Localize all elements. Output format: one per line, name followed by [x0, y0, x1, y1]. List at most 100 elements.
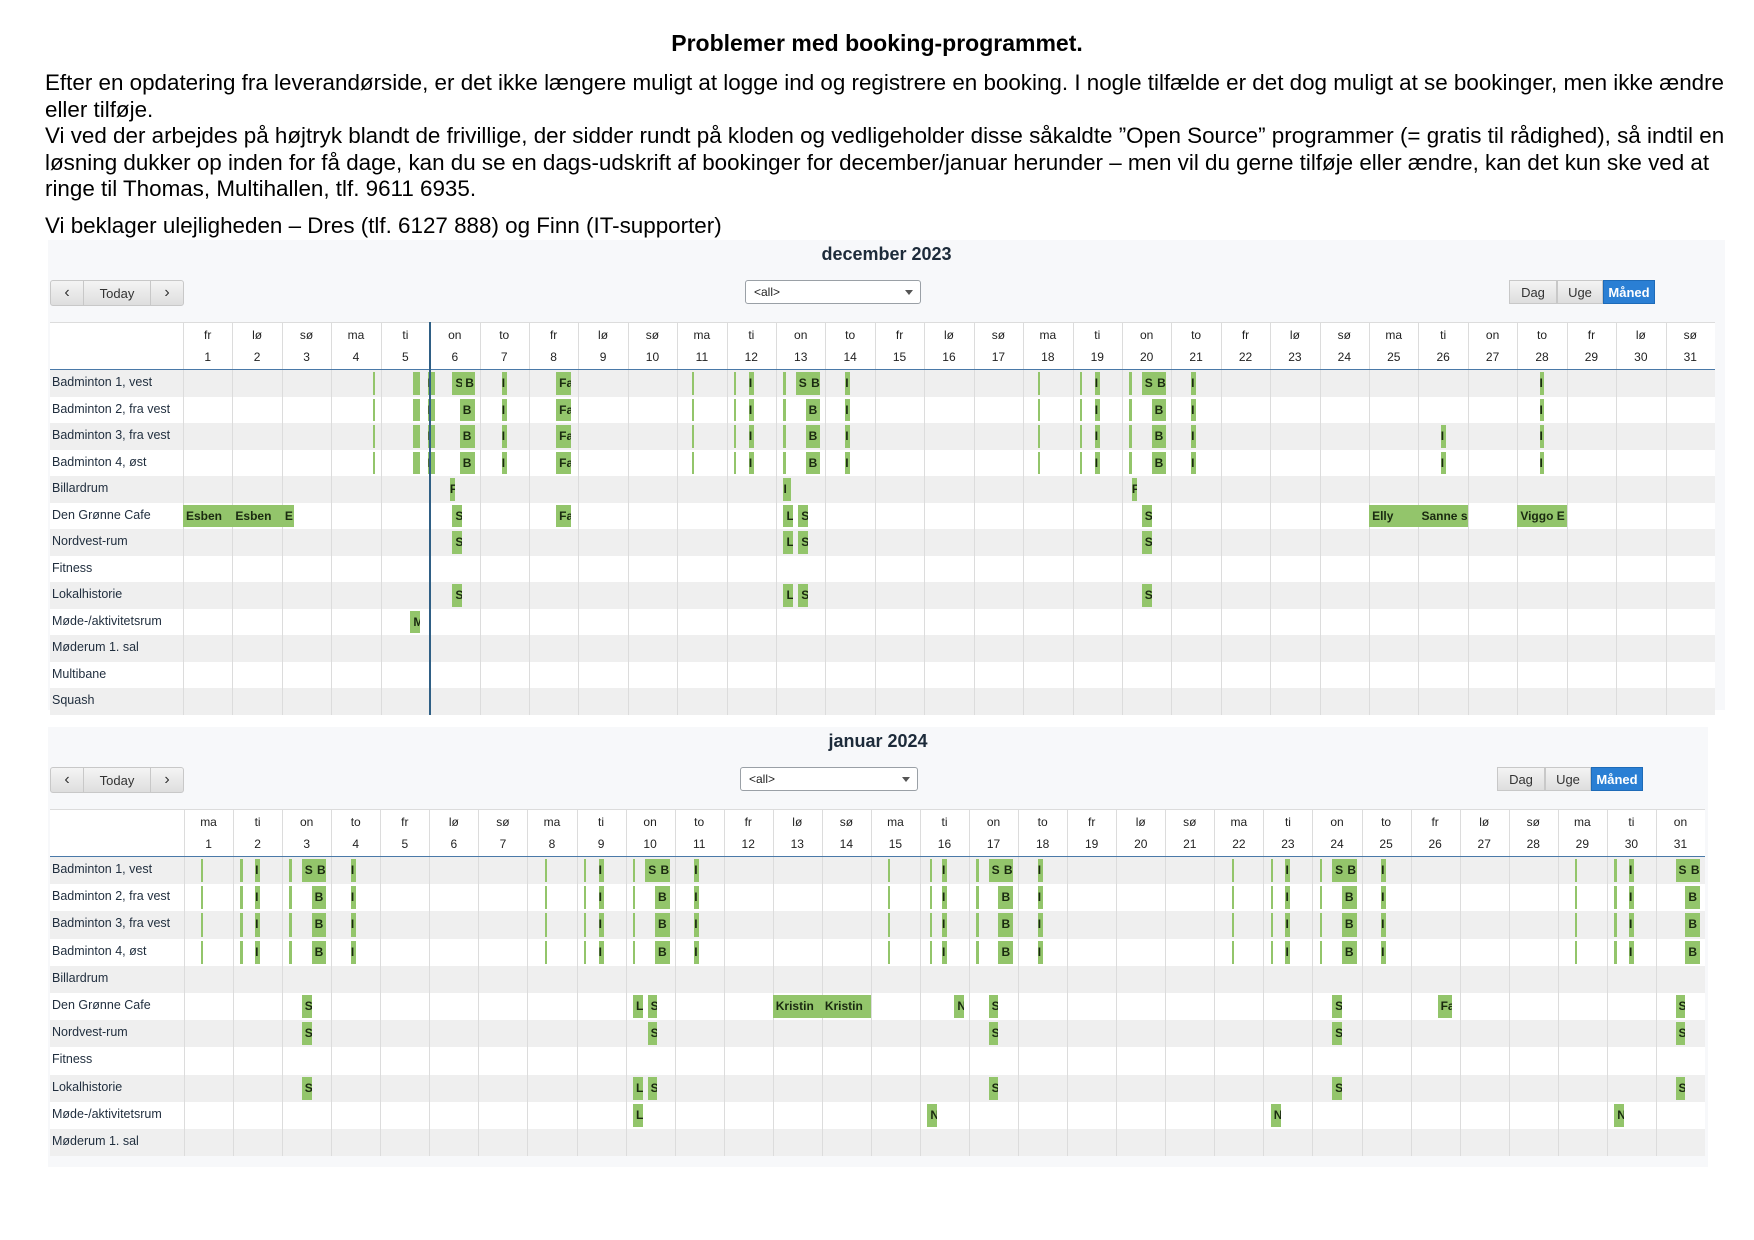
booking-event[interactable]: I — [1628, 886, 1634, 910]
booking-event[interactable]: I — [748, 451, 754, 474]
booking-event[interactable]: B — [1685, 913, 1701, 937]
booking-event[interactable] — [544, 886, 547, 910]
resource-filter-select[interactable]: <all> — [740, 767, 918, 791]
booking-event[interactable] — [412, 451, 421, 474]
booking-event[interactable]: Fa — [556, 504, 571, 527]
booking-event[interactable] — [976, 913, 979, 937]
booking-event[interactable] — [1037, 451, 1040, 474]
booking-event[interactable]: I — [501, 398, 507, 421]
booking-event[interactable]: I — [598, 886, 604, 910]
booking-event[interactable]: Fa — [556, 398, 571, 421]
booking-event[interactable] — [888, 886, 891, 910]
booking-event[interactable] — [1270, 886, 1274, 910]
booking-event[interactable] — [1231, 940, 1234, 964]
booking-event[interactable]: I — [1628, 859, 1634, 883]
booking-event[interactable]: S — [452, 372, 463, 395]
booking-event[interactable]: F — [449, 478, 455, 501]
booking-event[interactable]: S — [798, 531, 809, 554]
booking-event[interactable] — [289, 859, 292, 883]
booking-event[interactable] — [1614, 859, 1617, 883]
booking-event[interactable]: I — [1539, 372, 1545, 395]
booking-event[interactable]: S — [1675, 859, 1688, 883]
booking-event[interactable] — [544, 913, 547, 937]
booking-event[interactable]: N — [954, 995, 965, 1019]
booking-event[interactable]: I — [350, 886, 356, 910]
booking-event[interactable]: B — [1341, 940, 1357, 964]
booking-event[interactable]: I — [694, 913, 700, 937]
booking-event[interactable] — [929, 859, 932, 883]
booking-event[interactable]: I — [1094, 372, 1100, 395]
booking-event[interactable] — [783, 372, 786, 395]
booking-event[interactable]: B — [1341, 886, 1357, 910]
booking-event[interactable]: Fa — [556, 451, 571, 474]
booking-event[interactable]: I — [783, 478, 791, 501]
booking-event[interactable] — [373, 398, 376, 421]
booking-event[interactable] — [240, 886, 243, 910]
booking-event[interactable]: S — [795, 372, 809, 395]
booking-event[interactable]: S — [1141, 531, 1152, 554]
booking-event[interactable] — [976, 859, 979, 883]
booking-event[interactable] — [544, 940, 547, 964]
booking-event[interactable]: I — [942, 859, 947, 883]
booking-event[interactable]: L — [632, 1103, 643, 1127]
booking-event[interactable]: I — [845, 425, 851, 448]
booking-event[interactable]: L — [783, 531, 794, 554]
booking-event[interactable] — [412, 425, 421, 448]
booking-event[interactable]: I — [1037, 913, 1043, 937]
booking-event[interactable] — [583, 913, 587, 937]
booking-event[interactable]: L — [783, 584, 794, 607]
booking-event[interactable]: S — [1141, 504, 1152, 527]
booking-event[interactable]: B — [1341, 913, 1357, 937]
booking-event[interactable]: B — [311, 913, 327, 937]
booking-event[interactable]: I — [1285, 940, 1291, 964]
booking-event[interactable] — [734, 425, 737, 448]
booking-event[interactable] — [734, 398, 737, 421]
booking-event[interactable]: I — [942, 913, 947, 937]
booking-event[interactable]: N — [1614, 1103, 1625, 1127]
booking-event[interactable] — [1079, 372, 1083, 395]
booking-event[interactable]: N — [927, 1103, 938, 1127]
booking-event[interactable]: I — [1381, 913, 1387, 937]
booking-event[interactable]: B — [459, 425, 475, 448]
booking-event[interactable]: B — [311, 886, 327, 910]
booking-event[interactable]: L — [632, 995, 643, 1019]
booking-event[interactable]: I — [1037, 859, 1043, 883]
booking-event[interactable]: B — [998, 913, 1014, 937]
booking-event[interactable]: B — [1685, 940, 1701, 964]
booking-event[interactable]: S — [988, 1076, 999, 1100]
booking-event[interactable]: I — [598, 859, 604, 883]
booking-event[interactable]: I — [1037, 940, 1043, 964]
booking-event[interactable]: I — [845, 451, 851, 474]
booking-event[interactable]: I — [350, 859, 356, 883]
booking-event[interactable] — [888, 859, 891, 883]
booking-event[interactable]: B — [805, 425, 821, 448]
booking-event[interactable]: S — [301, 859, 315, 883]
booking-event[interactable]: I — [255, 859, 261, 883]
booking-event[interactable]: B — [1685, 886, 1701, 910]
booking-event[interactable]: S — [647, 995, 658, 1019]
view-week-button[interactable]: Uge — [1557, 280, 1603, 304]
booking-event[interactable]: I — [1539, 398, 1545, 421]
next-button[interactable]: › — [164, 284, 170, 301]
booking-event[interactable] — [1079, 451, 1083, 474]
booking-event[interactable]: I — [1628, 940, 1634, 964]
booking-event[interactable] — [201, 940, 204, 964]
booking-event[interactable]: S — [647, 1022, 658, 1046]
booking-event[interactable]: Esben — [232, 504, 282, 527]
view-month-button[interactable]: Måned — [1591, 767, 1643, 791]
resource-filter-select[interactable]: <all> — [745, 280, 921, 304]
booking-event[interactable] — [1270, 940, 1274, 964]
booking-event[interactable]: I — [501, 425, 507, 448]
booking-event[interactable]: S — [798, 584, 809, 607]
booking-event[interactable] — [240, 913, 243, 937]
booking-event[interactable]: B — [655, 913, 670, 937]
booking-event[interactable]: S — [1332, 859, 1345, 883]
booking-event[interactable]: I — [501, 372, 507, 395]
booking-event[interactable]: S — [988, 1022, 999, 1046]
booking-event[interactable]: I — [1191, 451, 1197, 474]
booking-event[interactable]: I — [748, 398, 754, 421]
booking-event[interactable]: S — [1332, 1076, 1342, 1100]
booking-event[interactable]: B — [459, 398, 475, 421]
booking-event[interactable]: Viggo E — [1517, 504, 1567, 527]
booking-event[interactable]: F — [1131, 478, 1137, 501]
